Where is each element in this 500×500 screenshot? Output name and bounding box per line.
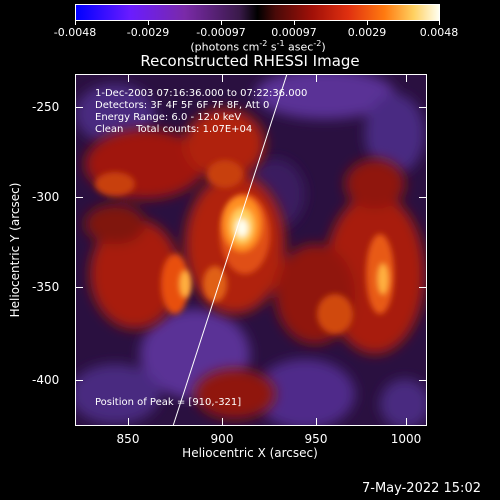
x-tick-label: 850 [116, 432, 140, 446]
rhessi-image [75, 74, 427, 426]
peak-source [179, 196, 389, 298]
peak-position-text: Position of Peak = [910,-321] [95, 397, 242, 408]
y-tick-label: -350 [32, 280, 60, 294]
plot-title: Reconstructed RHESSI Image [140, 52, 360, 70]
colorbar-units: (photons cm-2 s-1 asec-2) [190, 39, 326, 54]
time-range-text: 1-Dec-2003 07:16:36.000 to 07:22:36.000 [95, 88, 308, 99]
rhessi-image-svg [75, 74, 427, 426]
colorbar-tick-label: -0.0029 [126, 26, 170, 39]
x-axis-label: Heliocentric X (arcsec) [182, 446, 318, 460]
x-tick-label: 900 [210, 432, 234, 446]
y-tick-label: -300 [32, 190, 60, 204]
clean-counts-text: Clean Total counts: 1.07E+04 [95, 124, 253, 135]
colorbar-tick-label: 0.0048 [419, 26, 459, 39]
y-axis-label: Heliocentric Y (arcsec) [8, 182, 22, 318]
x-tick-label: 950 [304, 432, 328, 446]
energy-range-text: Energy Range: 6.0 - 12.0 keV [95, 112, 242, 123]
solar-limb-line [172, 74, 288, 426]
colorbar-tick-label: 0.0029 [347, 26, 387, 39]
colorbar-tick-label: -0.0048 [53, 26, 97, 39]
y-tick-label: -400 [32, 373, 60, 387]
timestamp: 7-May-2022 15:02 [362, 481, 481, 496]
colorbar [75, 4, 440, 21]
y-tick-label: -250 [32, 100, 60, 114]
x-tick-label: 1000 [390, 432, 422, 446]
colorbar-tick-label: -0.00097 [196, 26, 246, 39]
colorbar-tick-label: 0.00097 [271, 26, 317, 39]
detectors-text: Detectors: 3F 4F 5F 6F 7F 8F, Att 0 [95, 100, 270, 111]
